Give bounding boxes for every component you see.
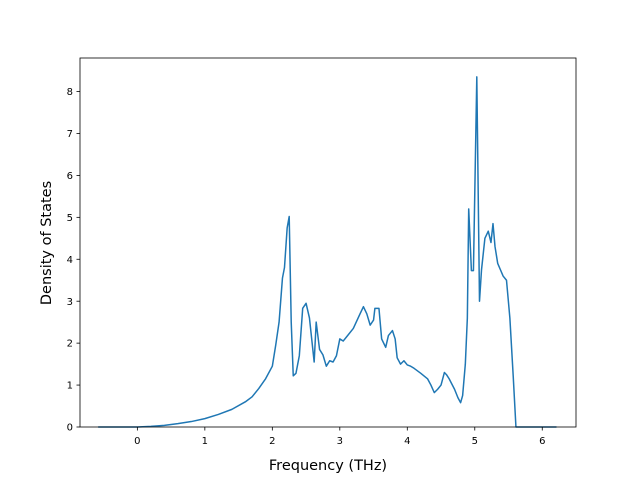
plot-area [98, 76, 557, 428]
y-axis-label: Density of States [39, 181, 55, 305]
x-tick-label: 0 [134, 436, 140, 447]
y-tick-label: 2 [67, 339, 73, 350]
x-tick-label: 2 [269, 436, 275, 447]
y-tick-label: 7 [67, 129, 73, 140]
y-tick-label: 8 [67, 87, 73, 98]
axes-frame [79, 57, 577, 428]
axes: 0 1 2 3 4 5 6 0 1 2 3 4 5 6 7 8 [67, 57, 577, 447]
y-tick-label: 5 [67, 213, 73, 224]
y-tick-label: 4 [67, 255, 73, 266]
y-tick-label: 0 [67, 423, 73, 434]
y-tick-label: 3 [67, 297, 73, 308]
x-tick-label: 1 [202, 436, 208, 447]
x-tick-label: 3 [337, 436, 343, 447]
x-tick-label: 5 [472, 436, 478, 447]
x-tick-label: 4 [404, 436, 410, 447]
x-axis-label: Frequency (THz) [269, 458, 387, 474]
x-tick-label: 6 [539, 436, 545, 447]
y-tick-label: 1 [67, 381, 73, 392]
y-tick-label: 6 [67, 171, 73, 182]
series-line-0 [98, 76, 557, 428]
